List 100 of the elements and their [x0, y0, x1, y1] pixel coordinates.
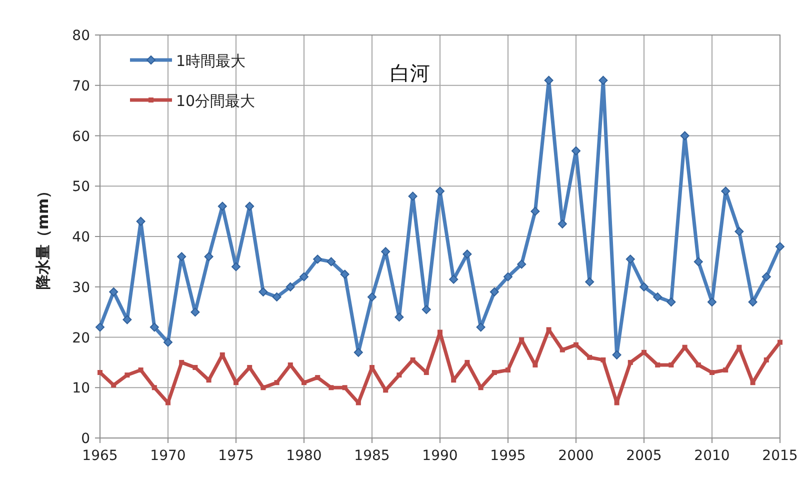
x-tick-label: 1990	[422, 448, 458, 464]
point	[98, 370, 102, 376]
y-tick-label: 30	[72, 280, 90, 296]
x-tick-label: 1995	[490, 448, 526, 464]
point	[560, 347, 565, 352]
y-tick-label: 0	[81, 431, 90, 447]
point	[572, 146, 580, 156]
point	[600, 357, 606, 362]
point	[546, 327, 552, 332]
point	[612, 350, 622, 360]
point	[585, 277, 594, 286]
y-tick-label: 60	[72, 128, 90, 145]
x-tick-label: 2000	[558, 448, 594, 464]
point	[504, 272, 512, 282]
point	[124, 372, 130, 378]
point	[734, 226, 744, 236]
point	[626, 254, 635, 264]
point	[490, 287, 499, 296]
point	[96, 322, 104, 332]
point	[381, 247, 390, 256]
point	[300, 272, 308, 282]
y-axis-title: 降水量（mm）	[34, 183, 52, 290]
point	[232, 262, 240, 272]
point	[340, 270, 350, 279]
y-tick-label: 50	[72, 179, 90, 196]
point	[179, 360, 184, 365]
point	[408, 192, 418, 201]
point	[313, 254, 322, 264]
point	[122, 315, 132, 324]
text: 白河	[390, 61, 430, 85]
point	[109, 287, 118, 296]
point	[342, 385, 348, 390]
x-tick-label: 1980	[286, 448, 322, 464]
point	[368, 292, 376, 302]
point	[750, 380, 756, 386]
point	[506, 367, 510, 372]
point	[598, 76, 608, 85]
point	[164, 338, 172, 347]
point	[762, 272, 771, 282]
point	[668, 362, 674, 368]
point	[302, 380, 306, 386]
x-tick-label: 1970	[150, 448, 186, 464]
legend-label: 1時間最大	[176, 52, 246, 70]
point	[776, 242, 784, 252]
point	[462, 250, 472, 259]
point	[438, 330, 442, 335]
point	[710, 370, 714, 376]
point	[150, 322, 159, 332]
point	[152, 385, 157, 390]
legend-label: 10分間最大	[176, 92, 256, 110]
point	[736, 344, 742, 350]
point	[166, 400, 170, 406]
point	[177, 252, 186, 262]
point	[436, 186, 444, 196]
point	[258, 287, 268, 296]
point	[136, 216, 146, 226]
x-tick-label: 2010	[694, 448, 730, 464]
point	[530, 206, 540, 216]
point	[558, 219, 567, 228]
point	[587, 354, 592, 360]
point	[424, 370, 429, 376]
x-tick-label: 1975	[218, 448, 254, 464]
point	[218, 202, 227, 211]
point	[286, 282, 295, 292]
point	[138, 367, 144, 372]
point	[721, 186, 730, 196]
point	[260, 385, 266, 390]
point	[396, 372, 402, 378]
point	[315, 375, 320, 380]
point	[532, 362, 538, 368]
point	[655, 362, 660, 368]
point	[680, 131, 690, 140]
point	[326, 257, 336, 266]
point	[245, 202, 254, 211]
point	[192, 364, 198, 370]
point	[190, 308, 200, 317]
point	[394, 312, 404, 322]
point	[544, 76, 554, 85]
point	[422, 305, 431, 314]
y-tick-label: 10	[72, 380, 90, 397]
point	[492, 370, 497, 376]
x-tick-label: 2015	[762, 448, 798, 464]
x-tick-label: 2005	[626, 448, 662, 464]
y-tick-label: 40	[72, 230, 90, 246]
point	[640, 282, 648, 292]
point	[696, 362, 701, 368]
point	[666, 297, 676, 306]
point	[451, 378, 456, 383]
point	[614, 400, 620, 406]
point	[204, 252, 214, 262]
point	[748, 297, 758, 306]
point	[272, 292, 282, 302]
point	[354, 348, 363, 357]
x-tick-label: 1965	[82, 448, 118, 464]
point	[764, 357, 769, 362]
point	[111, 382, 116, 388]
point	[778, 340, 782, 345]
point	[708, 297, 716, 306]
point	[449, 274, 458, 284]
point	[476, 322, 486, 332]
